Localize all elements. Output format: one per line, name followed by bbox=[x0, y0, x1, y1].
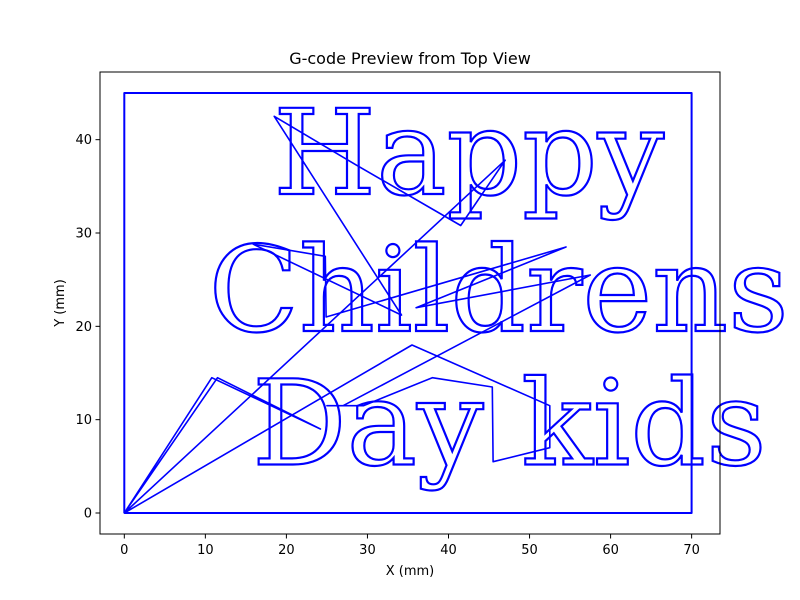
y-tick-label: 0 bbox=[84, 507, 92, 522]
toolpath-text-line-3: Day kids bbox=[252, 355, 766, 493]
x-tick-label: 0 bbox=[120, 543, 128, 558]
toolpath-text-line-1: Happy bbox=[273, 84, 664, 222]
x-tick-label: 70 bbox=[683, 543, 700, 558]
plot-frame bbox=[99, 71, 721, 535]
toolpath-text-line-2: Childrens bbox=[209, 221, 789, 359]
x-tick-label: 20 bbox=[278, 543, 295, 558]
x-tick-label: 40 bbox=[440, 543, 457, 558]
y-tick-label: 40 bbox=[75, 133, 92, 148]
x-axis-ticks: 0 10 20 30 40 50 60 70 bbox=[120, 534, 700, 558]
x-tick-label: 10 bbox=[197, 543, 214, 558]
y-tick-label: 20 bbox=[75, 320, 92, 335]
x-tick-label: 50 bbox=[521, 543, 538, 558]
y-tick-label: 30 bbox=[75, 227, 92, 242]
x-tick-label: 30 bbox=[359, 543, 376, 558]
bed-border-path bbox=[123, 92, 693, 514]
travel-move-path bbox=[123, 115, 592, 514]
y-axis-label: Y (mm) bbox=[53, 279, 68, 328]
y-axis-ticks: 0 10 20 30 40 bbox=[75, 133, 100, 522]
x-axis-label: X (mm) bbox=[386, 564, 435, 579]
y-tick-label: 10 bbox=[75, 413, 92, 428]
chart-title: G-code Preview from Top View bbox=[289, 49, 531, 68]
x-tick-label: 60 bbox=[602, 543, 619, 558]
